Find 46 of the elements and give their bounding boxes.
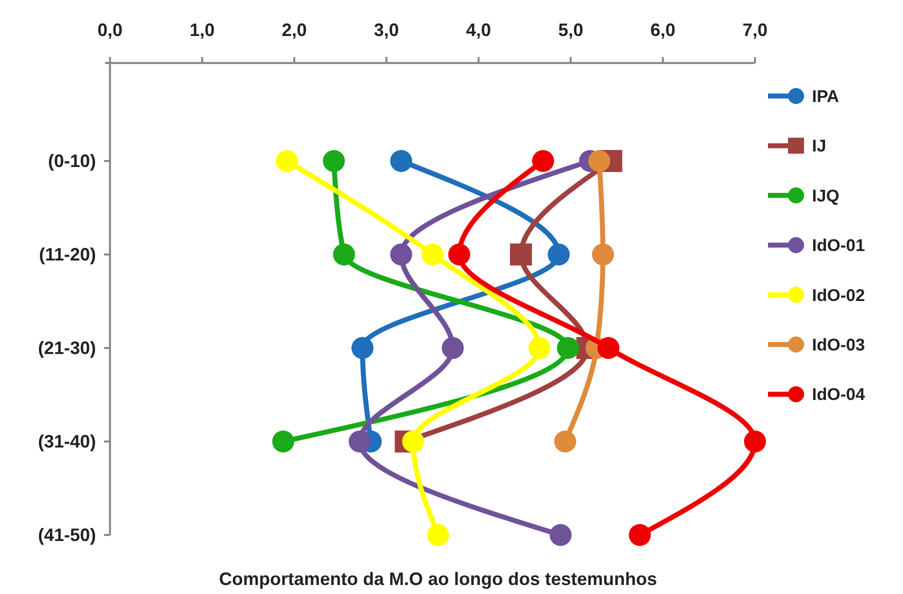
point — [744, 430, 766, 452]
legend-label: IJ — [812, 136, 826, 156]
point — [348, 430, 371, 452]
legend-label: IPA — [812, 87, 840, 106]
point — [390, 244, 412, 266]
y-tick-label: (0-10) — [48, 151, 96, 171]
point — [628, 524, 651, 546]
point — [548, 244, 570, 266]
x-tick-label: 2,0 — [282, 20, 307, 40]
point — [322, 150, 345, 172]
legend-label: IdO-03 — [812, 336, 865, 354]
point — [556, 337, 579, 359]
x-tick-label: 5,0 — [558, 20, 584, 40]
x-tick-label: 7,0 — [742, 20, 768, 40]
point — [442, 337, 464, 359]
y-tick-label: (11-20) — [38, 244, 96, 264]
point — [333, 244, 356, 266]
x-tick-label: 1,0 — [190, 20, 215, 40]
point — [390, 150, 412, 172]
point — [528, 337, 550, 359]
point — [510, 244, 532, 266]
legend-label: IJQ — [812, 186, 840, 206]
point — [351, 337, 374, 359]
point — [427, 524, 450, 546]
x-tick-label: 0,0 — [97, 20, 123, 40]
point — [276, 150, 298, 172]
point — [554, 430, 576, 452]
point — [402, 430, 424, 452]
point — [550, 524, 572, 546]
x-tick-label: 3,0 — [374, 20, 399, 40]
point — [422, 244, 444, 266]
point — [272, 430, 294, 452]
x-tick-label: 6,0 — [650, 20, 676, 40]
legend-label: IdO-01 — [812, 236, 865, 256]
text: Comportamento da M.O ao longo dos testemunhos — [218, 569, 658, 589]
point — [588, 150, 610, 172]
y-tick-label: (41-50) — [38, 525, 96, 545]
point — [532, 150, 554, 172]
point — [592, 244, 614, 266]
point — [597, 337, 620, 359]
point — [448, 244, 470, 266]
x-tick-label: 4,0 — [466, 20, 492, 40]
y-tick-label: (31-40) — [38, 432, 96, 452]
legend-label: IdO-02 — [812, 286, 865, 305]
y-tick-label: (21-30) — [38, 338, 96, 358]
legend-label: IdO-04 — [812, 385, 866, 404]
